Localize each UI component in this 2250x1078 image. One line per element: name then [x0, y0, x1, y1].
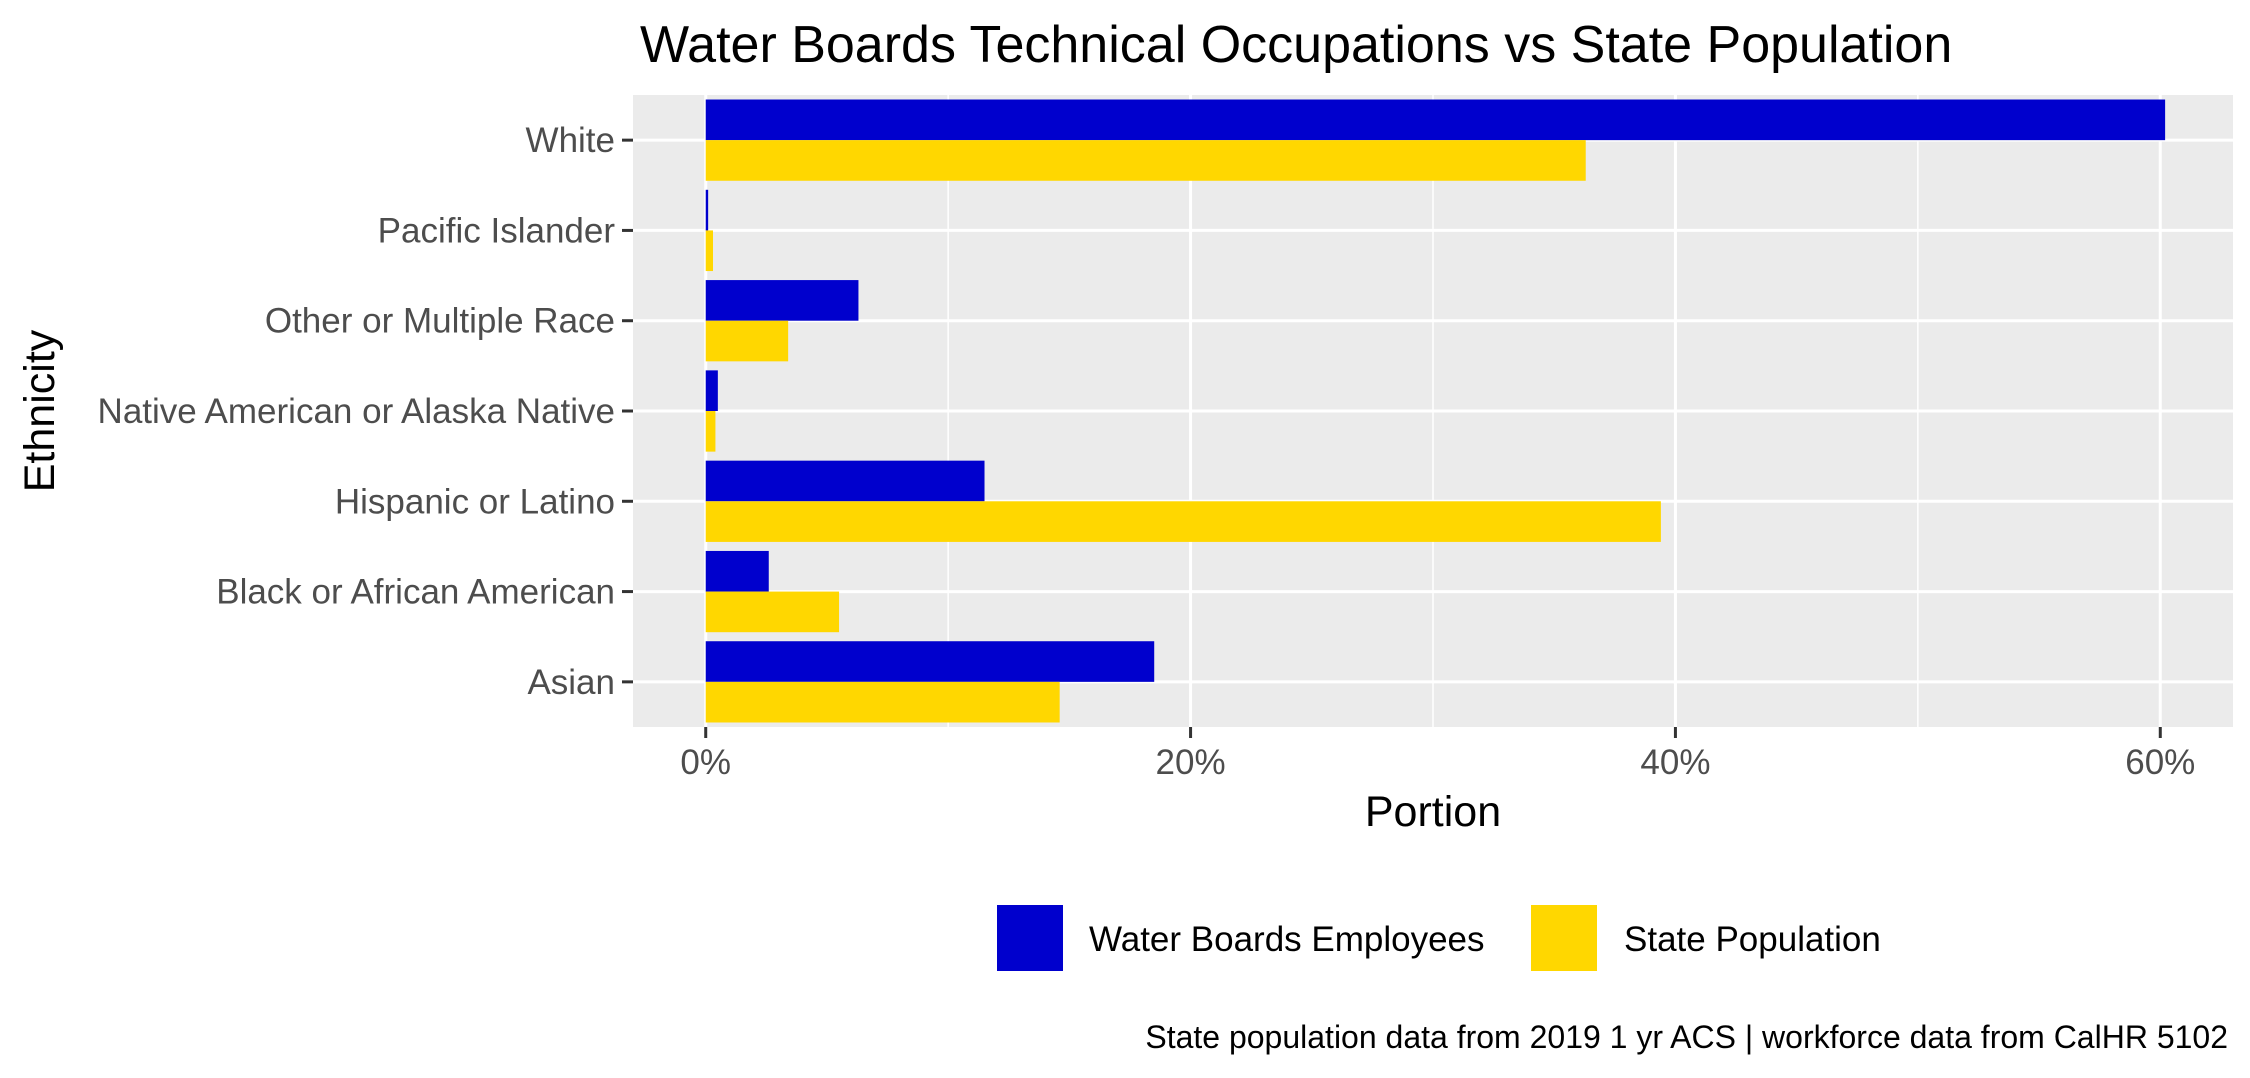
caption: State population data from 2019 1 yr ACS… — [1145, 1019, 2228, 1055]
x-tick-label: 20% — [1156, 743, 1226, 782]
legend-swatch-state-population — [1531, 905, 1597, 971]
bar-water-boards-employees-other-or-multiple-race — [705, 280, 859, 321]
bar-state-population-other-or-multiple-race — [705, 320, 789, 362]
y-tick-label: Black or African American — [216, 573, 615, 612]
y-axis: Asian Black or African American Hispanic o… — [98, 121, 633, 702]
legend-label-water-boards-employees: Water Boards Employees — [1089, 920, 1485, 959]
bar-water-boards-employees-pacific-islander — [705, 189, 709, 231]
legend: Water Boards Employees State Population — [997, 905, 1881, 971]
bar-water-boards-employees-white — [705, 99, 2166, 141]
y-tick-label: Pacific Islander — [378, 211, 616, 250]
bar-water-boards-employees-native-american-or-alaska-native — [705, 370, 718, 411]
y-tick-label: Asian — [527, 663, 615, 702]
x-axis-title: Portion — [1365, 788, 1501, 836]
y-tick-label: Other or Multiple Race — [265, 302, 615, 341]
x-axis: 0% 20% 40% 60% — [680, 727, 2195, 782]
bar-state-population-hispanic-or-latino — [705, 501, 1661, 542]
y-tick-label: Native American or Alaska Native — [98, 392, 615, 431]
bar-water-boards-employees-hispanic-or-latino — [705, 460, 985, 502]
bar-state-population-white — [705, 140, 1586, 181]
x-tick-label: 40% — [1640, 743, 1710, 782]
x-tick-label: 60% — [2125, 743, 2195, 782]
legend-label-state-population: State Population — [1624, 920, 1881, 959]
bar-state-population-asian — [705, 681, 1060, 723]
bar-water-boards-employees-black-or-african-american — [705, 550, 769, 592]
y-axis-title: Ethnicity — [16, 329, 64, 492]
y-tick-label: White — [526, 121, 615, 160]
bars — [705, 99, 2166, 723]
bar-state-population-pacific-islander — [705, 230, 713, 272]
bar-water-boards-employees-asian — [705, 641, 1155, 682]
legend-swatch-water-boards-employees — [997, 905, 1063, 971]
bar-state-population-native-american-or-alaska-native — [705, 411, 716, 452]
bar-state-population-black-or-african-american — [705, 591, 840, 633]
y-tick-label: Hispanic or Latino — [335, 482, 615, 521]
x-tick-label: 0% — [680, 743, 731, 782]
chart-title: Water Boards Technical Occupations vs St… — [640, 16, 1952, 74]
